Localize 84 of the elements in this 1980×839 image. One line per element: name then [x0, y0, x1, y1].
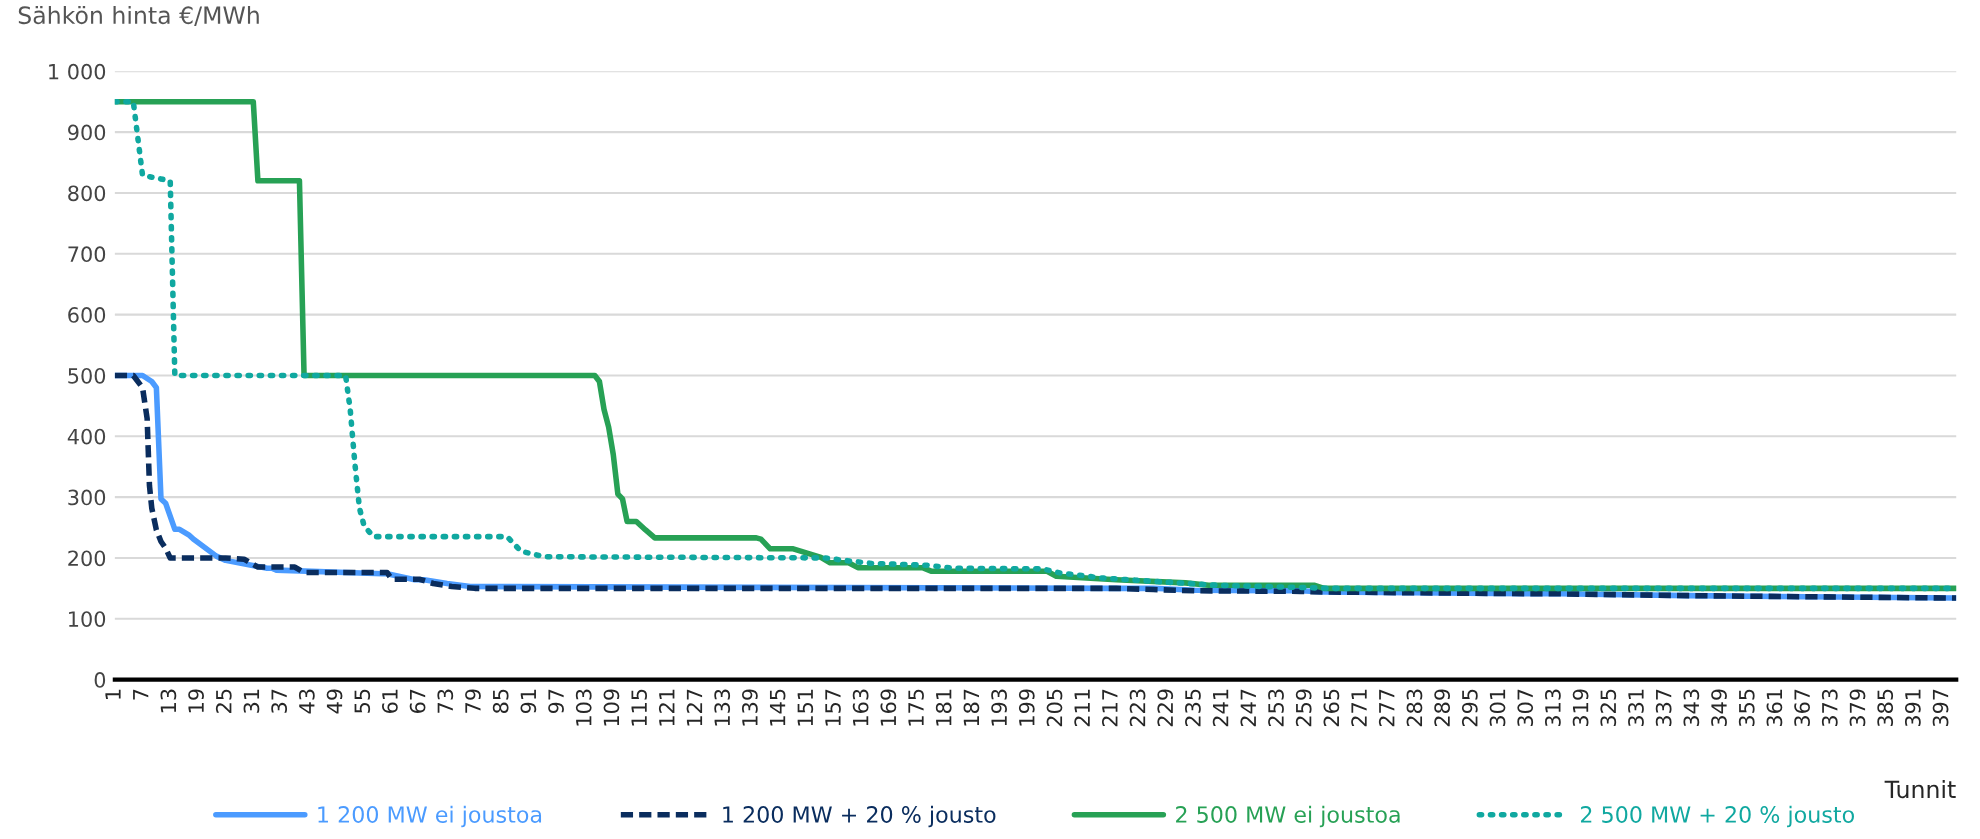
x-tick-label: 265 — [1323, 689, 1340, 727]
x-tick-label: 169 — [880, 689, 897, 726]
x-tick-label: 37 — [271, 689, 288, 713]
x-tick-label: 67 — [409, 689, 426, 713]
x-tick-label: 19 — [188, 689, 204, 713]
x-tick-label: 139 — [742, 689, 758, 726]
legend-label: 1 200 MW + 20 % jousto — [723, 805, 996, 828]
x-tick-label: 31 — [243, 689, 260, 713]
legend-label: 1 200 MW ei joustoa — [318, 805, 542, 828]
x-tick-label: 391 — [1904, 689, 1921, 727]
x-tick-label: 313 — [1545, 689, 1561, 727]
x-tick-label: 307 — [1517, 689, 1534, 727]
x-tick-label: 121 — [658, 689, 675, 726]
x-tick-label: 61 — [382, 689, 398, 713]
y-tick-label: 500 — [68, 367, 106, 384]
x-tick-label: 223 — [1129, 689, 1146, 727]
x-tick-label: 211 — [1074, 689, 1090, 727]
x-tick-label: 385 — [1877, 689, 1894, 727]
x-tick-label: 55 — [354, 689, 371, 713]
x-tick-label: 91 — [520, 689, 537, 714]
x-tick-label: 361 — [1766, 689, 1783, 727]
y-tick-label: 0 — [94, 672, 106, 688]
x-tick-label: 283 — [1406, 689, 1423, 727]
x-tick-label: 127 — [686, 689, 703, 726]
x-tick-label: 367 — [1794, 689, 1810, 727]
y-tick-label: 400 — [67, 428, 106, 445]
x-tick-label: 85 — [492, 689, 509, 714]
y-tick-label: 600 — [68, 307, 106, 323]
x-tick-label: 49 — [326, 689, 343, 714]
x-tick-label: 187 — [963, 689, 980, 726]
x-tick-label: 355 — [1738, 689, 1755, 727]
x-tick-label: 325 — [1600, 689, 1617, 727]
x-tick-label: 73 — [437, 689, 454, 713]
x-tick-label: 277 — [1378, 689, 1395, 727]
x-tick-label: 163 — [852, 689, 869, 726]
x-tick-label: 319 — [1572, 689, 1589, 727]
x-tick-label: 97 — [548, 689, 564, 714]
x-tick-label: 235 — [1185, 689, 1201, 727]
y-tick-label: 800 — [68, 185, 106, 202]
x-tick-label: 103 — [575, 689, 592, 726]
x-tick-label: 193 — [991, 689, 1007, 726]
y-tick-label: 300 — [68, 489, 106, 506]
x-tick-label: 343 — [1683, 689, 1700, 727]
x-tick-label: 349 — [1711, 689, 1727, 727]
x-tick-label: 241 — [1212, 689, 1229, 727]
x-tick-label: 229 — [1157, 689, 1174, 727]
x-tick-label: 175 — [908, 689, 924, 726]
x-tick-label: 157 — [825, 689, 841, 726]
x-tick-label: 79 — [465, 689, 481, 713]
x-tick-label: 295 — [1461, 689, 1478, 727]
x-tick-label: 301 — [1489, 689, 1506, 727]
x-tick-label: 1 — [105, 689, 121, 699]
x-axis-title: Tunnit — [1884, 779, 1956, 799]
x-tick-label: 133 — [714, 689, 731, 726]
y-axis-title: Sähkön hinta €/MWh — [18, 5, 259, 27]
y-tick-label: 700 — [68, 246, 106, 263]
x-tick-label: 217 — [1101, 689, 1118, 727]
x-tick-label: 253 — [1268, 689, 1284, 727]
y-tick-label: 200 — [68, 550, 106, 567]
x-tick-label: 25 — [215, 689, 232, 713]
x-tick-label: 199 — [1018, 689, 1035, 726]
x-tick-label: 247 — [1240, 689, 1256, 727]
x-tick-label: 373 — [1821, 689, 1838, 727]
x-tick-label: 151 — [797, 689, 814, 726]
x-tick-label: 337 — [1655, 689, 1672, 727]
x-tick-label: 379 — [1849, 689, 1866, 727]
x-tick-label: 259 — [1295, 689, 1312, 727]
x-tick-label: 397 — [1932, 689, 1949, 727]
y-tick-label: 1 000 — [49, 63, 106, 80]
x-tick-label: 271 — [1351, 689, 1367, 727]
y-tick-label: 100 — [69, 611, 106, 627]
legend-label: 2 500 MW + 20 % jousto — [1580, 805, 1854, 828]
x-tick-label: 145 — [769, 689, 786, 726]
x-tick-label: 289 — [1434, 689, 1451, 727]
x-tick-label: 205 — [1046, 689, 1063, 727]
x-tick-label: 331 — [1628, 689, 1644, 727]
legend-label: 2 500 MW ei joustoa — [1176, 805, 1400, 828]
x-tick-label: 181 — [935, 689, 952, 726]
x-tick-label: 43 — [298, 689, 315, 714]
x-tick-label: 109 — [603, 689, 620, 726]
x-tick-label: 7 — [133, 689, 149, 700]
y-tick-label: 900 — [68, 124, 106, 141]
x-tick-label: 13 — [160, 689, 177, 713]
x-tick-label: 115 — [631, 689, 647, 726]
